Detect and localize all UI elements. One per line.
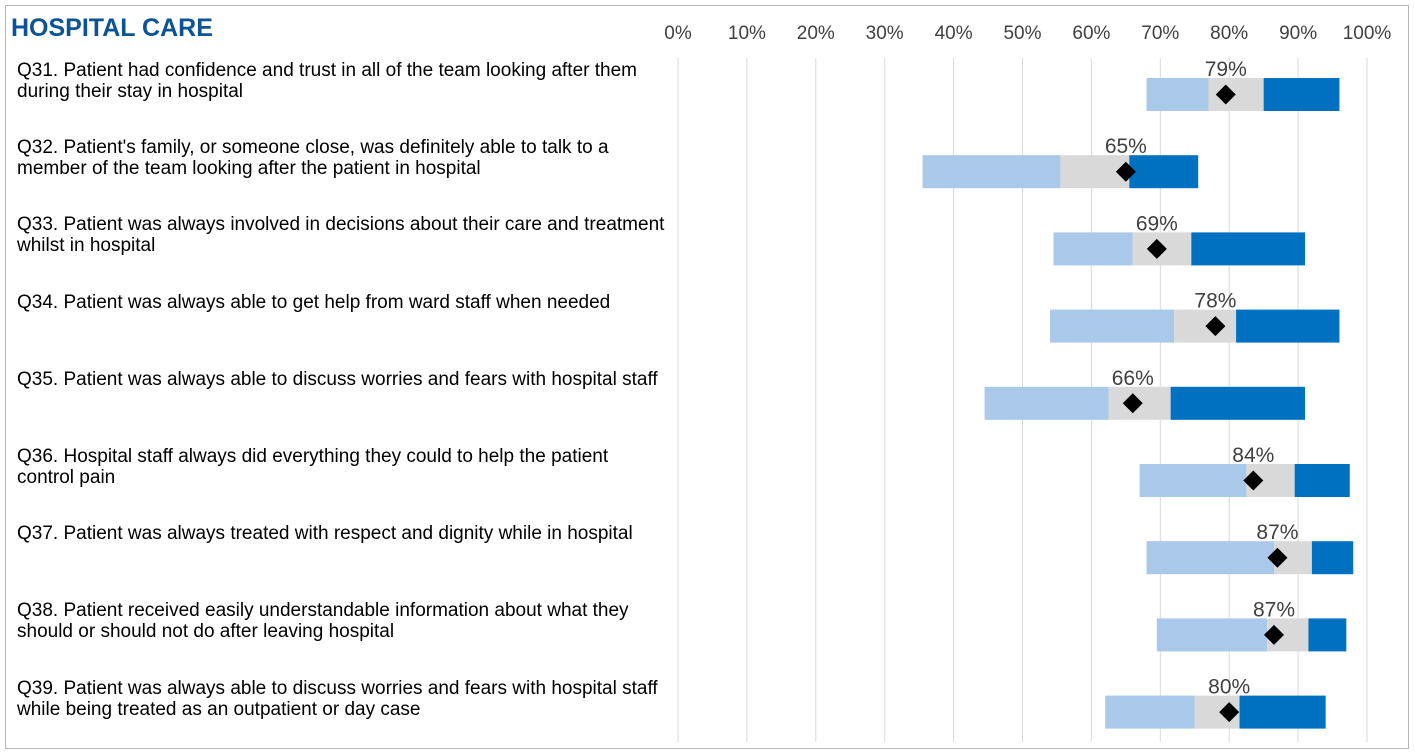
- data-label: 87%: [1256, 521, 1298, 544]
- score-marker: [1219, 702, 1240, 723]
- bar-segment-lower: [1139, 464, 1247, 497]
- bar-segment-lower: [1050, 309, 1175, 343]
- x-tick-label: 40%: [935, 23, 973, 44]
- question-label: Q37. Patient was always treated with res…: [17, 523, 633, 545]
- score-marker: [1146, 238, 1167, 259]
- bar-segment-upper: [1191, 232, 1305, 266]
- x-tick-label: 70%: [1141, 23, 1179, 44]
- bar-segment-upper: [1311, 541, 1354, 575]
- x-tick-label: 80%: [1210, 23, 1248, 44]
- bar-segment-upper: [1294, 464, 1350, 497]
- bar-segment-middle: [1174, 309, 1237, 343]
- bar-segment-lower: [1146, 78, 1209, 111]
- score-marker: [1215, 84, 1236, 105]
- score-marker: [1115, 161, 1136, 182]
- question-label: Q34. Patient was always able to get help…: [17, 291, 611, 313]
- bar-segment-upper: [1236, 309, 1340, 343]
- bar-segment-upper: [1308, 618, 1347, 652]
- data-label: 69%: [1136, 212, 1178, 235]
- score-marker: [1122, 393, 1143, 414]
- question-label: Q36. Hospital staff always did everythin…: [17, 446, 609, 488]
- bar-segment-lower: [1105, 695, 1195, 729]
- score-marker: [1205, 316, 1226, 337]
- data-label: 65%: [1105, 135, 1147, 158]
- x-tick-label: 100%: [1343, 23, 1392, 44]
- data-label: 80%: [1208, 676, 1250, 699]
- data-label: 66%: [1112, 367, 1154, 390]
- score-marker: [1267, 547, 1288, 568]
- bar-segment-upper: [1239, 695, 1326, 729]
- x-tick-label: 50%: [1003, 23, 1041, 44]
- bar-segment-upper: [1129, 155, 1199, 189]
- bar-segment-lower: [1146, 541, 1274, 575]
- question-label: Q39. Patient was always able to discuss …: [17, 677, 658, 720]
- data-label: 84%: [1232, 444, 1274, 467]
- chart-title: HOSPITAL CARE: [11, 14, 213, 42]
- data-label: 78%: [1194, 290, 1236, 313]
- x-tick-label: 10%: [728, 23, 766, 44]
- bar-segment-lower: [1156, 618, 1268, 652]
- bar-segment-lower: [922, 155, 1061, 189]
- question-label: Q33. Patient was always involved in deci…: [17, 214, 665, 257]
- score-marker: [1263, 624, 1284, 645]
- question-label: Q31. Patient had confidence and trust in…: [17, 60, 637, 102]
- question-label: Q32. Patient's family, or someone close,…: [17, 137, 609, 180]
- x-tick-label: 90%: [1279, 23, 1317, 44]
- question-label: Q35. Patient was always able to discuss …: [17, 368, 658, 390]
- score-marker: [1243, 470, 1264, 491]
- x-tick-label: 0%: [664, 23, 692, 44]
- x-tick-label: 20%: [797, 23, 835, 44]
- bar-segment-lower: [984, 386, 1109, 420]
- bar-segment-upper: [1263, 78, 1340, 111]
- question-label: Q38. Patient received easily understanda…: [17, 600, 629, 643]
- data-label: 79%: [1205, 58, 1247, 81]
- bar-segment-lower: [1053, 232, 1133, 266]
- x-tick-label: 60%: [1072, 23, 1110, 44]
- data-label: 87%: [1253, 598, 1295, 621]
- bar-segment-upper: [1170, 386, 1305, 420]
- x-tick-label: 30%: [866, 23, 904, 44]
